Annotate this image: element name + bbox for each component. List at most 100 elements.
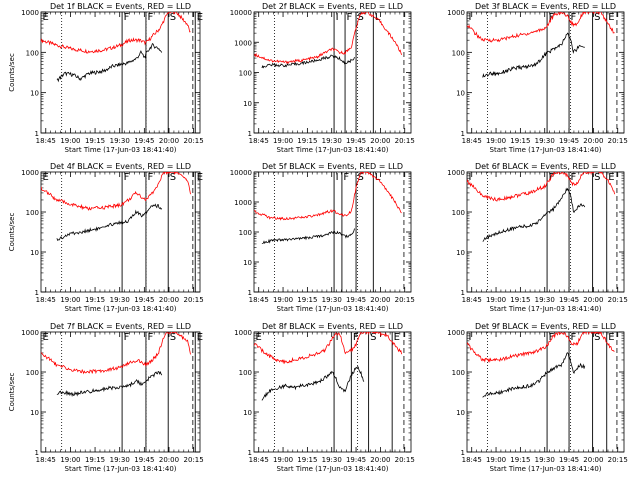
y-tick-label: 1 (35, 449, 39, 457)
x-axis-label: Start Time (17-Jun-03 18:41:40) (65, 146, 177, 154)
events-series-line (56, 42, 163, 83)
event-marker-label: S (594, 332, 600, 343)
x-tick-label: 19:15 (85, 296, 105, 304)
x-tick-label: 20:00 (159, 456, 179, 464)
x-tick-label: 19:45 (134, 456, 154, 464)
event-marker-label: S (358, 12, 364, 23)
x-tick-label: 19:45 (134, 137, 154, 145)
y-tick-label: 1000 (234, 329, 252, 337)
x-tick-label: 19:00 (60, 137, 80, 145)
x-tick-label: 18:45 (462, 137, 482, 145)
events-series-line (56, 203, 163, 241)
y-tick-label: 1 (248, 130, 252, 138)
series-group (467, 12, 615, 78)
y-tick-label: 10 (243, 259, 252, 267)
x-tick-label: 19:00 (486, 137, 506, 145)
event-marker-label: E (197, 172, 203, 183)
x-tick-label: 19:30 (110, 296, 130, 304)
event-marker-label: S (358, 172, 364, 183)
panel-2: Det 2f BLACK = Events, RED = LLD 1 10 100 10… (230, 2, 415, 154)
y-tick-label: 100 (26, 369, 39, 377)
events-series-line (482, 352, 586, 398)
x-tick-label: 20:15 (184, 456, 204, 464)
x-tick-label: 19:45 (559, 296, 579, 304)
x-tick-label: 20:00 (159, 137, 179, 145)
x-axis-label: Start Time (17-Jun-03 18:41:40) (65, 465, 177, 473)
x-tick-label: 19:00 (486, 296, 506, 304)
x-tick-label: 18:45 (36, 456, 56, 464)
event-marker-label: E (43, 332, 49, 343)
panel-3: Det 3f BLACK = Events, RED = LLD 1 10 100 10… (447, 2, 628, 154)
event-marker-label: E (608, 332, 614, 343)
y-tick-label: 10 (243, 409, 252, 417)
panel-title: Det 1f BLACK = Events, RED = LLD (50, 2, 191, 11)
x-axis-label: Start Time (17-Jun-03 18:41:40) (490, 146, 602, 154)
event-marker-label: I (469, 12, 472, 23)
x-tick-label: 18:45 (462, 456, 482, 464)
series-group (41, 332, 191, 398)
y-tick-label: 10000 (230, 169, 252, 177)
event-marker-label: E (608, 12, 614, 23)
x-tick-label: 19:30 (322, 296, 342, 304)
series-group (41, 172, 191, 241)
event-marker-label: E (43, 12, 49, 23)
panel-title: Det 5f BLACK = Events, RED = LLD (262, 162, 403, 171)
x-tick-label: 19:45 (346, 456, 366, 464)
event-marker-label: F (124, 12, 130, 23)
y-tick-label: 10 (30, 409, 39, 417)
event-marker-label: F (571, 172, 577, 183)
event-marker-label: E (197, 12, 203, 23)
event-marker-label: I (336, 332, 339, 343)
x-tick-label: 20:00 (159, 296, 179, 304)
event-marker-label: F (571, 12, 577, 23)
plot-frame (466, 331, 625, 453)
x-axis-label: Start Time (17-Jun-03 18:41:40) (277, 305, 389, 313)
y-tick-label: 10 (456, 90, 465, 98)
events-series-line (56, 371, 163, 398)
x-tick-label: 19:45 (559, 456, 579, 464)
event-marker-label: L (375, 12, 381, 23)
x-tick-label: 18:45 (36, 296, 56, 304)
y-tick-label: 100 (452, 369, 465, 377)
plot-frame (466, 171, 625, 293)
panel-title: Det 4f BLACK = Events, RED = LLD (50, 162, 191, 171)
panel-6: Det 6f BLACK = Events, RED = LLD 1 10 100 10… (447, 162, 628, 313)
x-tick-label: 20:00 (370, 137, 390, 145)
lld-series-line (254, 332, 402, 365)
x-tick-label: 19:00 (273, 456, 293, 464)
x-tick-label: 20:15 (395, 137, 415, 145)
lld-series-line (254, 12, 402, 65)
event-marker-label: S (170, 332, 176, 343)
x-tick-label: 20:15 (395, 456, 415, 464)
series-group (41, 12, 191, 83)
panel-9: Det 9f BLACK = Events, RED = LLD 1 10 100 10… (447, 322, 628, 473)
plot-frame (40, 171, 201, 293)
event-marker-label: S (170, 12, 176, 23)
panel-1: Det 1f BLACK = Events, RED = LLD 1 10 100 10… (8, 2, 204, 154)
x-tick-label: 19:15 (297, 456, 317, 464)
event-marker-label: F (343, 172, 349, 183)
events-series-line (261, 366, 365, 401)
y-tick-label: 10 (30, 90, 39, 98)
x-tick-label: 19:15 (297, 296, 317, 304)
x-tick-label: 20:15 (608, 137, 628, 145)
y-tick-label: 1 (248, 289, 252, 297)
plot-frame (40, 11, 201, 134)
series-group (254, 172, 402, 245)
y-tick-label: 1000 (447, 329, 465, 337)
series-group (467, 332, 615, 398)
events-series-line (482, 32, 585, 78)
y-tick-label: 1 (461, 449, 465, 457)
x-axis-label: Start Time (17-Jun-03 18:41:40) (65, 305, 177, 313)
x-tick-label: 20:15 (184, 137, 204, 145)
y-tick-label: 10 (456, 409, 465, 417)
y-tick-label: 1 (35, 289, 39, 297)
y-tick-label: 1000 (234, 39, 252, 47)
event-marker-label: E (608, 172, 614, 183)
y-tick-label: 100 (239, 229, 252, 237)
x-tick-label: 20:15 (608, 456, 628, 464)
event-marker-label: I (336, 12, 339, 23)
plot-frame (253, 331, 412, 453)
